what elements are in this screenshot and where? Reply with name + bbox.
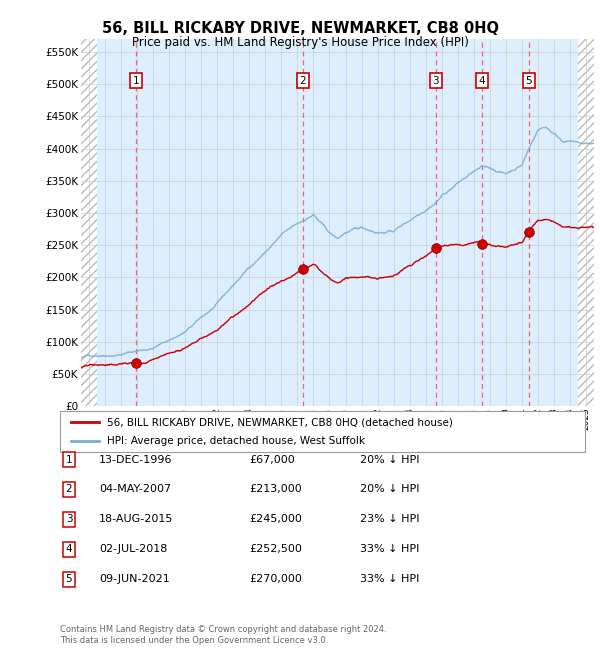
Text: 04-MAY-2007: 04-MAY-2007 <box>99 484 171 495</box>
Text: 4: 4 <box>478 76 485 86</box>
Text: 4: 4 <box>65 544 73 554</box>
Text: 20% ↓ HPI: 20% ↓ HPI <box>360 454 419 465</box>
Text: £252,500: £252,500 <box>249 544 302 554</box>
Text: Contains HM Land Registry data © Crown copyright and database right 2024.
This d: Contains HM Land Registry data © Crown c… <box>60 625 386 645</box>
Text: 20% ↓ HPI: 20% ↓ HPI <box>360 484 419 495</box>
Text: 33% ↓ HPI: 33% ↓ HPI <box>360 574 419 584</box>
Text: 5: 5 <box>65 574 73 584</box>
Text: 3: 3 <box>65 514 73 525</box>
Polygon shape <box>81 39 97 406</box>
Text: 2: 2 <box>299 76 306 86</box>
Text: 18-AUG-2015: 18-AUG-2015 <box>99 514 173 525</box>
Text: Price paid vs. HM Land Registry's House Price Index (HPI): Price paid vs. HM Land Registry's House … <box>131 36 469 49</box>
Text: 1: 1 <box>133 76 140 86</box>
Text: 23% ↓ HPI: 23% ↓ HPI <box>360 514 419 525</box>
Text: 5: 5 <box>526 76 532 86</box>
Text: £213,000: £213,000 <box>249 484 302 495</box>
Text: 3: 3 <box>433 76 439 86</box>
Text: 2: 2 <box>65 484 73 495</box>
Text: £245,000: £245,000 <box>249 514 302 525</box>
Text: 56, BILL RICKABY DRIVE, NEWMARKET, CB8 0HQ (detached house): 56, BILL RICKABY DRIVE, NEWMARKET, CB8 0… <box>107 417 453 427</box>
Text: HPI: Average price, detached house, West Suffolk: HPI: Average price, detached house, West… <box>107 436 365 446</box>
Text: £67,000: £67,000 <box>249 454 295 465</box>
Text: 13-DEC-1996: 13-DEC-1996 <box>99 454 173 465</box>
Text: 02-JUL-2018: 02-JUL-2018 <box>99 544 167 554</box>
Text: £270,000: £270,000 <box>249 574 302 584</box>
Text: 33% ↓ HPI: 33% ↓ HPI <box>360 544 419 554</box>
Text: 09-JUN-2021: 09-JUN-2021 <box>99 574 170 584</box>
Polygon shape <box>578 39 594 406</box>
Text: 1: 1 <box>65 454 73 465</box>
Text: 56, BILL RICKABY DRIVE, NEWMARKET, CB8 0HQ: 56, BILL RICKABY DRIVE, NEWMARKET, CB8 0… <box>101 21 499 36</box>
